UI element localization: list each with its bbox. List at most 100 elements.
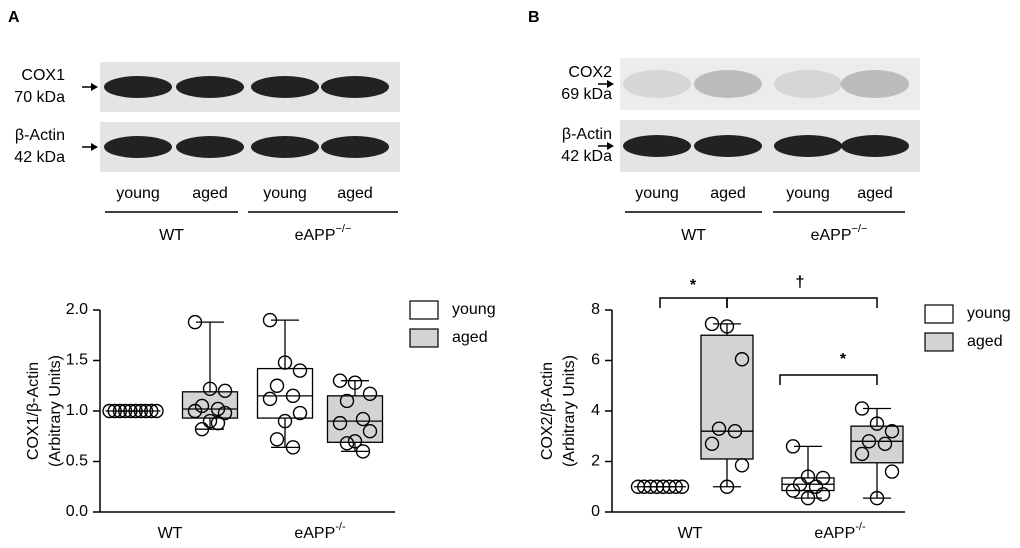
group-label-main: eAPP <box>811 227 852 244</box>
blot-band <box>623 135 691 157</box>
lane-label: young <box>116 185 160 202</box>
data-point <box>668 479 683 494</box>
lane-label: aged <box>857 185 893 202</box>
legend-swatch <box>409 328 439 348</box>
blot-band <box>774 135 842 157</box>
blot-background <box>620 58 920 110</box>
data-point <box>149 403 164 419</box>
group-label: WT <box>681 227 706 244</box>
data-point <box>785 483 801 498</box>
data-point <box>339 436 355 451</box>
panel-letter: A <box>8 9 20 26</box>
data-point <box>339 393 355 409</box>
blot-arrowhead <box>607 80 614 88</box>
data-point <box>292 405 308 421</box>
blot-protein: β-Actin <box>562 126 612 143</box>
blot-band <box>774 70 842 98</box>
data-point <box>815 470 831 486</box>
blot-band <box>321 76 389 98</box>
blot-protein: COX2 <box>568 64 612 81</box>
blot-size: 42 kDa <box>14 149 65 166</box>
x-tick-label-main: eAPP <box>814 525 855 542</box>
data-point <box>262 391 278 407</box>
blot-band <box>321 136 389 158</box>
x-tick-label-main: eAPP <box>294 525 335 542</box>
data-point <box>815 487 831 502</box>
data-point <box>734 458 750 473</box>
y-tick-label: 8 <box>591 301 600 318</box>
group-label-sup: −/− <box>852 223 868 235</box>
data-point <box>869 416 885 431</box>
data-point <box>362 424 378 439</box>
blot-size: 42 kDa <box>561 148 612 165</box>
lane-label: young <box>263 185 307 202</box>
data-point <box>277 355 293 370</box>
y-tick-label: 2.0 <box>66 301 88 318</box>
x-tick-label: eAPP-/- <box>294 521 346 542</box>
data-point <box>217 405 233 421</box>
data-point <box>332 373 348 388</box>
data-point <box>704 436 720 452</box>
blot-band <box>251 76 319 98</box>
lane-label: aged <box>337 185 373 202</box>
legend-label: aged <box>452 329 488 346</box>
x-tick-label: WT <box>678 525 703 542</box>
group-label-main: WT <box>681 227 706 244</box>
blot-band <box>841 70 909 98</box>
significance-bracket <box>726 297 878 308</box>
data-point <box>269 432 285 447</box>
y-axis-label: COX2/β-Actin <box>539 362 556 460</box>
legend-swatch <box>924 304 954 324</box>
data-point <box>734 352 750 367</box>
data-point <box>704 316 720 332</box>
legend-swatch <box>924 332 954 352</box>
y-axis-label: (Arbitrary Units) <box>47 355 64 467</box>
data-point <box>800 469 816 484</box>
data-point <box>854 446 870 462</box>
data-point <box>138 403 154 419</box>
data-point <box>719 319 735 334</box>
data-point <box>292 363 308 378</box>
group-label-sup: −/− <box>336 223 352 235</box>
y-tick-label: 0.0 <box>66 503 88 520</box>
data-point <box>869 490 885 506</box>
legend-swatch <box>409 300 439 320</box>
x-tick-label-sup: -/- <box>855 521 866 533</box>
x-tick-label-main: WT <box>158 525 183 542</box>
panel-letter: B <box>528 9 540 26</box>
data-point <box>285 388 301 404</box>
significance-bracket <box>659 297 728 308</box>
data-point <box>800 490 816 506</box>
blot-band <box>841 135 909 157</box>
data-point <box>861 434 877 449</box>
group-label: eAPP−/− <box>811 223 868 244</box>
data-point <box>202 381 218 396</box>
blot-band <box>623 70 691 98</box>
significance-bracket <box>779 374 878 385</box>
legend-label: aged <box>967 333 1003 350</box>
data-point <box>674 479 690 494</box>
lane-label: young <box>786 185 830 202</box>
y-tick-label: 1.5 <box>66 352 88 369</box>
group-label-main: WT <box>159 227 184 244</box>
lane-label: aged <box>710 185 746 202</box>
blot-arrowhead <box>91 143 98 151</box>
data-point <box>785 439 801 454</box>
y-tick-label: 1.0 <box>66 402 88 419</box>
y-tick-label: 0.5 <box>66 453 88 470</box>
data-point <box>133 403 149 419</box>
data-point <box>210 401 226 417</box>
blot-size: 69 kDa <box>561 86 612 103</box>
y-axis-label: COX1/β-Actin <box>25 362 42 460</box>
y-tick-label: 4 <box>591 402 600 419</box>
data-point <box>128 403 143 419</box>
data-point <box>711 421 727 436</box>
box <box>850 425 904 464</box>
data-point <box>112 403 128 419</box>
data-point <box>277 413 293 429</box>
lane-label: young <box>635 185 679 202</box>
data-point <box>727 424 743 439</box>
significance-mark: † <box>796 274 805 291</box>
significance-mark: * <box>690 277 697 294</box>
